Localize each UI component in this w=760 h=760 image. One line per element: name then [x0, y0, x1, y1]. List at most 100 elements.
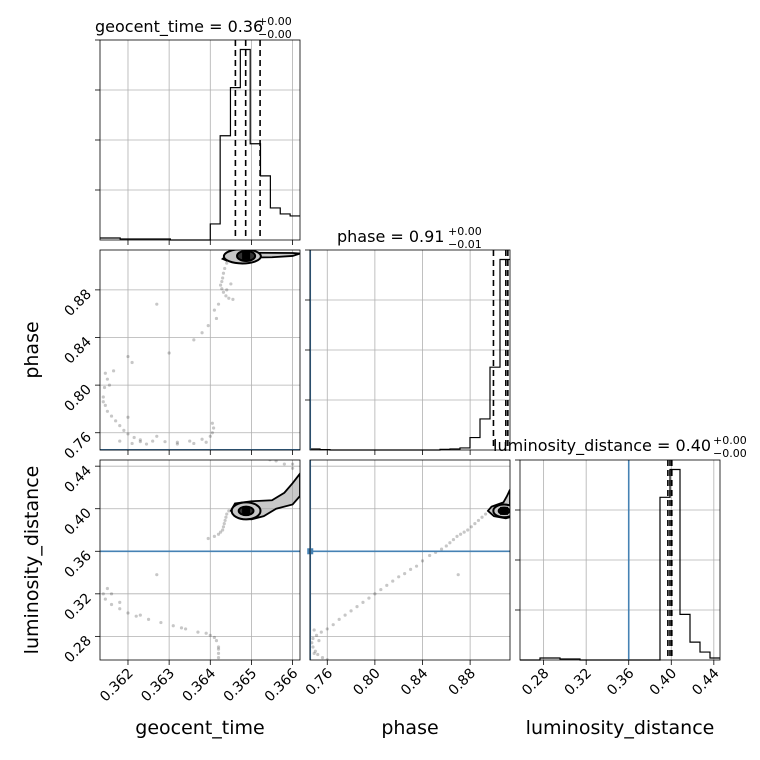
data-layer — [100, 40, 720, 661]
sample-point — [312, 628, 316, 632]
sample-point — [103, 403, 107, 407]
sample-point — [192, 441, 196, 446]
sample-point — [132, 435, 136, 440]
sample-point — [130, 441, 134, 446]
sample-point — [220, 287, 224, 291]
sample-point — [134, 614, 138, 618]
title-luminosity-distance: luminosity_distance = 0.40 — [493, 436, 711, 456]
sample-point — [122, 428, 126, 432]
sample-point — [130, 360, 134, 365]
sample-point — [216, 645, 221, 649]
sample-point — [206, 536, 210, 541]
x-tick-label-luminosity-distance: 0.40 — [647, 666, 680, 699]
sample-point — [319, 630, 323, 634]
sample-point — [212, 534, 217, 538]
sample-point — [200, 331, 204, 335]
sample-point — [126, 611, 130, 615]
sample-point — [473, 522, 477, 526]
sample-point — [274, 460, 278, 463]
sample-point — [420, 559, 425, 563]
sample-point — [210, 431, 214, 435]
sample-point — [206, 323, 210, 328]
sample-point — [456, 573, 460, 577]
sample-point — [229, 282, 233, 286]
sample-point — [214, 639, 219, 643]
sample-point — [200, 437, 204, 441]
sample-point — [325, 658, 329, 660]
density-peak — [242, 506, 251, 515]
sample-point — [144, 442, 149, 446]
sample-point — [126, 432, 130, 436]
sample-point — [105, 377, 110, 381]
title-geocent-time-minus: −0.00 — [258, 28, 292, 41]
x-tick-label-geocent-time: 0.365 — [221, 666, 261, 706]
sample-point — [212, 635, 217, 640]
sample-point — [208, 434, 212, 438]
sample-point — [138, 613, 142, 617]
density-peak — [500, 506, 509, 515]
x-axis-label-geocent-time: geocent_time — [135, 717, 264, 739]
x-tick-label-luminosity-distance: 0.36 — [604, 665, 637, 698]
sample-point — [220, 279, 224, 284]
title-phase-plus: +0.00 — [448, 225, 482, 238]
sample-point — [455, 534, 459, 538]
sample-point — [208, 633, 212, 637]
sample-point — [379, 587, 383, 592]
sample-point — [118, 439, 122, 443]
sample-point — [188, 439, 192, 443]
sample-point — [373, 592, 377, 596]
sample-point — [155, 302, 159, 306]
sample-point — [355, 604, 359, 609]
sample-point — [105, 409, 110, 413]
x-tick-label-geocent-time: 0.364 — [179, 665, 219, 705]
sample-point — [126, 415, 130, 419]
sample-point — [109, 602, 114, 607]
sample-point — [221, 290, 226, 294]
x-tick-label-phase: 0.88 — [446, 666, 479, 699]
sample-point — [325, 627, 329, 631]
sample-point — [391, 579, 395, 583]
x-axis-label-phase: phase — [381, 717, 438, 739]
sample-point — [439, 547, 444, 551]
y-tick-label-luminosity-distance: 0.28 — [61, 633, 94, 666]
sample-point — [204, 440, 208, 444]
sample-point — [118, 600, 122, 604]
y-tick-label-phase: 0.80 — [61, 382, 94, 415]
sample-point — [290, 462, 295, 466]
sample-point — [155, 434, 159, 438]
sample-point — [385, 583, 389, 587]
sample-point — [183, 627, 188, 631]
truth-lines-layer — [100, 250, 630, 660]
sample-point — [114, 419, 118, 423]
sample-point — [320, 656, 325, 660]
sample-point — [214, 316, 219, 321]
x-axis-label-luminosity-distance: luminosity_distance — [526, 717, 715, 739]
sample-point — [225, 288, 229, 292]
sample-point — [118, 607, 122, 611]
sample-point — [227, 296, 231, 300]
sample-point — [462, 530, 466, 534]
sample-point — [155, 573, 159, 577]
x-tick-label-luminosity-distance: 0.32 — [562, 666, 595, 699]
sample-point — [218, 283, 223, 287]
joint-panel-luminosity-distance-vs-geocent-time — [101, 460, 300, 660]
sample-point — [397, 575, 401, 579]
sample-point — [331, 623, 335, 627]
sample-point — [223, 518, 227, 523]
x-tick-label-luminosity-distance: 0.44 — [689, 665, 722, 698]
sample-point — [216, 656, 221, 660]
sample-point — [103, 597, 107, 601]
sample-point — [192, 338, 196, 342]
sample-point — [361, 600, 365, 604]
sample-point — [223, 266, 227, 271]
title-phase-minus: −0.01 — [448, 238, 482, 251]
sample-point — [179, 626, 184, 630]
x-tick-label-geocent-time: 0.366 — [262, 665, 302, 705]
sample-point — [317, 639, 321, 643]
sample-point — [204, 631, 208, 635]
sample-point — [175, 442, 179, 446]
y-tick-label-luminosity-distance: 0.36 — [61, 548, 94, 581]
sample-point — [225, 512, 229, 516]
sample-point — [159, 620, 163, 625]
